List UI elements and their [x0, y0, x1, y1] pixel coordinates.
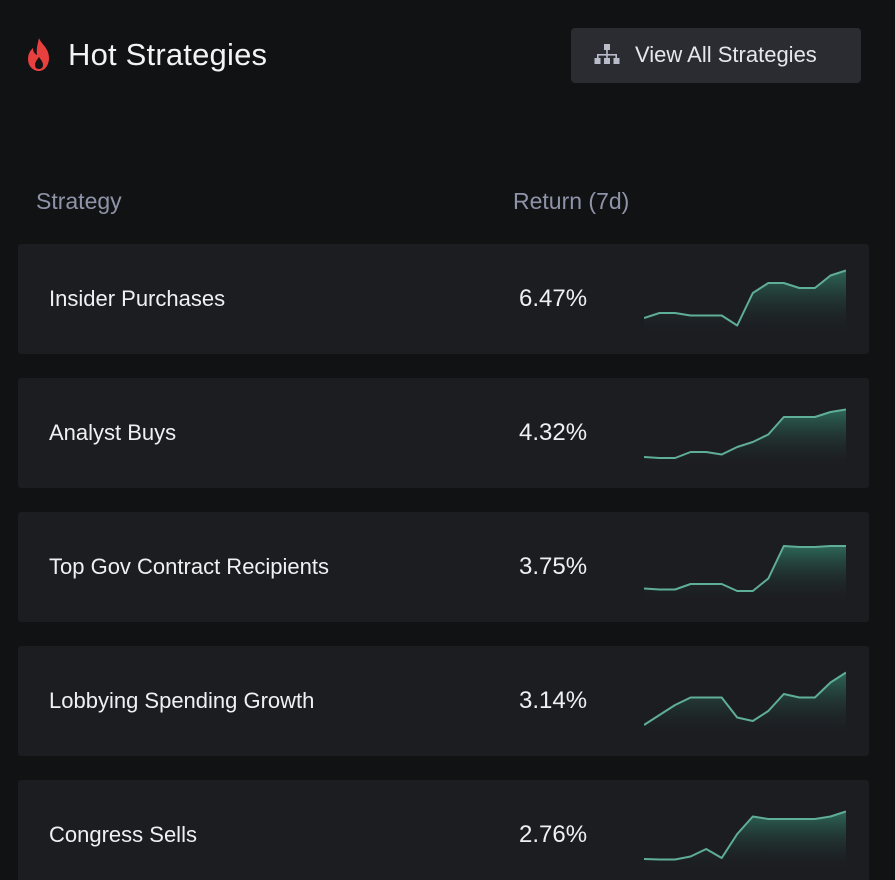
column-header-strategy: Strategy: [36, 188, 122, 214]
sparkline-line: [644, 545, 846, 592]
flame-icon: [28, 38, 49, 71]
view-all-strategies-button[interactable]: View All Strategies: [571, 27, 861, 83]
sparkline-chart: [644, 810, 846, 868]
strategy-row-top-gov-contract-recipients[interactable]: Top Gov Contract Recipients 3.75%: [18, 512, 869, 622]
strategy-return: 3.14%: [519, 687, 588, 714]
strategy-return: 3.75%: [519, 553, 588, 580]
sparkline-chart: [644, 671, 846, 734]
sparkline-area: [644, 546, 846, 600]
sparkline-line: [644, 671, 846, 726]
strategy-name: Top Gov Contract Recipients: [49, 554, 330, 579]
sparkline-chart: [644, 269, 846, 332]
strategy-name: Insider Purchases: [49, 286, 226, 311]
title-group: Hot Strategies: [24, 37, 267, 73]
page-title: Hot Strategies: [68, 37, 268, 72]
strategy-row-analyst-buys[interactable]: Analyst Buys 4.32%: [18, 378, 869, 488]
sparkline-area: [644, 270, 846, 332]
strategy-row-lobbying-spending-growth[interactable]: Lobbying Spending Growth 3.14%: [18, 646, 869, 756]
sparkline-line: [644, 269, 846, 327]
strategy-return: 4.32%: [519, 419, 588, 446]
sparkline-area: [644, 672, 846, 734]
view-all-strategies-label: View All Strategies: [635, 42, 817, 67]
column-header-return: Return (7d): [513, 188, 630, 214]
sparkline-area: [644, 811, 846, 868]
sparkline-area: [644, 409, 846, 466]
sparkline-chart: [644, 408, 846, 466]
panel-header: Hot Strategies View All Strategies: [24, 26, 861, 84]
strategy-name: Lobbying Spending Growth: [49, 688, 315, 713]
sparkline-line: [644, 408, 846, 459]
strategy-row-insider-purchases[interactable]: Insider Purchases 6.47%: [18, 244, 869, 354]
strategy-row-congress-sells[interactable]: Congress Sells 2.76%: [18, 780, 869, 880]
hierarchy-icon: [594, 44, 620, 64]
strategy-return: 2.76%: [519, 821, 588, 848]
strategy-name: Analyst Buys: [49, 420, 177, 445]
sparkline-line: [644, 810, 846, 861]
strategy-return: 6.47%: [519, 285, 588, 312]
strategy-name: Congress Sells: [49, 822, 197, 847]
sparkline-chart: [644, 545, 846, 600]
